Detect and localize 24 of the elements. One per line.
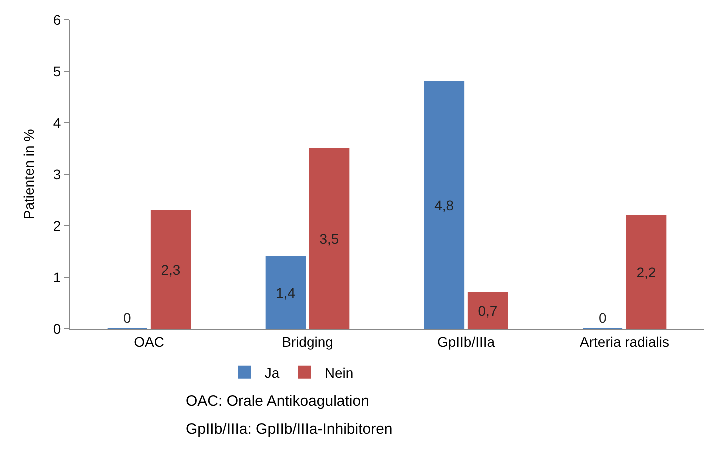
text: GpIIb/IIIa: GpIIb/IIIa-Inhibitoren	[186, 421, 393, 438]
y-tick-label: 6	[53, 12, 62, 28]
legend-label: Ja	[264, 364, 280, 381]
text: 4,8	[434, 197, 454, 214]
y-tick-label: 3	[53, 166, 62, 182]
text: 1,4	[276, 284, 296, 301]
text: OAC: Orale Antikoagulation	[186, 393, 370, 410]
text: 2,3	[161, 262, 181, 278]
text: 2,2	[636, 264, 656, 280]
text: 3,5	[320, 230, 340, 247]
text: 0	[598, 310, 607, 326]
x-tick-label: OAC	[134, 334, 164, 350]
y-tick-label: 0	[53, 320, 62, 337]
y-tick-label: 1	[53, 269, 62, 286]
y-tick-label: 5	[53, 63, 62, 80]
y-tick-label: 2	[53, 218, 62, 234]
text: 0	[123, 310, 132, 326]
text: 0,7	[478, 302, 498, 319]
x-tick-label: GpIIb/IIIa	[437, 334, 496, 350]
x-tick-label: Arteria radialis	[580, 334, 670, 350]
y-axis-title: Patienten in %	[21, 129, 38, 220]
x-tick-label: Bridging	[282, 334, 334, 350]
legend-label: Nein	[324, 364, 354, 381]
y-tick-label: 4	[53, 114, 62, 131]
